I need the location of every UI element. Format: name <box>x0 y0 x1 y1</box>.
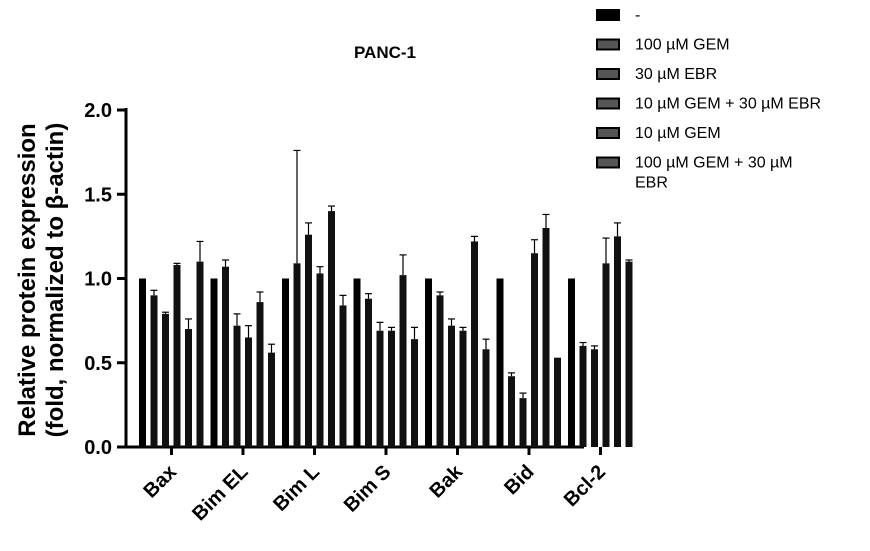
bar <box>353 278 361 447</box>
bar <box>245 337 252 447</box>
y-tick-label: 2.0 <box>84 100 112 122</box>
bar <box>268 352 275 447</box>
bar <box>614 236 621 447</box>
bar <box>519 398 527 447</box>
y-tick-label: 0.5 <box>84 353 112 375</box>
legend-swatch <box>596 9 620 21</box>
bar <box>448 325 455 447</box>
legend-item: 30 µM EBR <box>596 66 717 83</box>
bar <box>388 330 395 447</box>
bar <box>162 313 169 447</box>
bar <box>185 329 192 447</box>
x-tick-label: Bim EL <box>188 461 252 525</box>
legend-swatch <box>596 127 620 139</box>
chart-title: PANC-1 <box>354 43 416 62</box>
bar <box>173 265 181 447</box>
x-tick-label: Bak <box>426 460 468 502</box>
bar <box>339 305 347 447</box>
bar <box>196 261 204 447</box>
bar <box>459 330 467 447</box>
legend-swatch <box>596 97 620 110</box>
legend-label: 10 µM GEM <box>635 125 721 142</box>
x-tick-label: Bcl-2 <box>560 461 610 511</box>
x-tick-label: Bim S <box>340 461 396 517</box>
y-axis-label-line-2: (fold, normalized to β-actin) <box>42 123 69 438</box>
bar <box>150 295 158 447</box>
legend-swatch <box>596 68 620 80</box>
bar <box>282 278 289 447</box>
bar <box>554 357 561 447</box>
legend-label: 30 µM EBR <box>635 66 717 83</box>
bar <box>399 275 407 447</box>
y-tick-label: 1.5 <box>84 184 112 206</box>
legend-item: 100 µM GEM <box>596 37 730 54</box>
bar <box>210 278 218 447</box>
legend-label: 100 µM GEM <box>635 37 730 54</box>
bar <box>256 302 264 447</box>
legend-swatch <box>596 156 620 169</box>
legend-item: 10 µM GEM <box>596 125 721 142</box>
x-tick-label: Bid <box>500 461 538 499</box>
bar <box>365 298 372 447</box>
y-axis-label-line-1: Relative protein expression <box>14 123 41 436</box>
bar <box>222 266 229 447</box>
bar <box>508 376 515 447</box>
x-tick-label: Bax <box>140 461 182 503</box>
bar <box>471 241 478 447</box>
bar <box>591 349 598 447</box>
bar <box>625 261 633 447</box>
legend: - 100 µM GEM 30 µM EBR 10 µM GEM + 30 µM EB… <box>596 7 821 192</box>
legend-label: 10 µM GEM + 30 µM EBR <box>635 96 821 113</box>
bar <box>436 295 444 447</box>
bar <box>568 278 575 447</box>
bar <box>542 227 550 447</box>
bar <box>411 339 418 447</box>
bar <box>316 273 324 447</box>
legend-label: 100 µM GEM + 30 µM <box>635 155 793 172</box>
bar <box>293 263 301 447</box>
x-tick-label: Bim L <box>269 461 324 516</box>
bar <box>579 345 587 447</box>
bar <box>376 330 384 447</box>
legend-item: 100 µM GEM + 30 µM EBR <box>596 155 793 192</box>
legend-item: - <box>596 7 640 24</box>
y-tick-label: 1.0 <box>84 269 112 291</box>
bar <box>425 278 432 447</box>
legend-swatch <box>596 38 620 51</box>
legend-label: EBR <box>635 175 668 192</box>
y-tick-label: 0.0 <box>84 437 112 459</box>
legend-item: 10 µM GEM + 30 µM EBR <box>596 96 821 113</box>
bar <box>531 253 538 447</box>
bar <box>602 263 610 447</box>
bar <box>305 234 312 447</box>
bar <box>139 278 146 447</box>
bar <box>482 349 490 447</box>
plot-area: 0.0 0.5 1.0 1.5 2.0 Bax Bim EL Bim L Bim S Bak Bid… <box>84 100 633 525</box>
y-axis-label: Relative protein expression (fold, norma… <box>14 123 69 438</box>
legend-label: - <box>635 7 640 24</box>
bar <box>496 278 504 447</box>
bar <box>233 325 241 447</box>
bar <box>328 211 335 447</box>
